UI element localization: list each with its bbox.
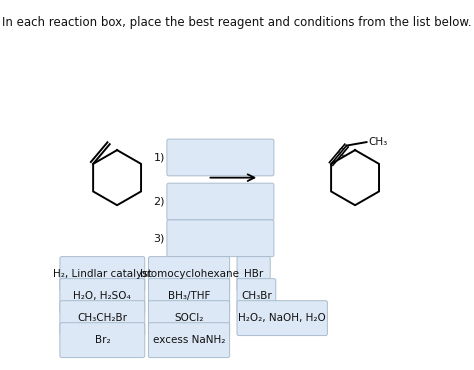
Text: 3): 3) <box>154 233 165 243</box>
Text: 1): 1) <box>154 152 165 162</box>
Text: HBr: HBr <box>244 269 263 279</box>
Text: H₂O₂, NaOH, H₂O: H₂O₂, NaOH, H₂O <box>238 313 326 323</box>
FancyBboxPatch shape <box>60 301 145 336</box>
Text: H₂O, H₂SO₄: H₂O, H₂SO₄ <box>73 291 131 301</box>
FancyBboxPatch shape <box>148 279 229 313</box>
FancyBboxPatch shape <box>237 257 270 292</box>
Text: CH₃CH₂Br: CH₃CH₂Br <box>77 313 128 323</box>
FancyBboxPatch shape <box>60 257 145 292</box>
FancyBboxPatch shape <box>60 323 145 357</box>
Text: Br₂: Br₂ <box>94 335 110 345</box>
FancyBboxPatch shape <box>167 139 274 176</box>
FancyBboxPatch shape <box>148 323 229 357</box>
FancyBboxPatch shape <box>237 279 276 313</box>
FancyBboxPatch shape <box>167 183 274 220</box>
Text: SOCl₂: SOCl₂ <box>174 313 204 323</box>
Text: CH₃Br: CH₃Br <box>241 291 272 301</box>
Text: C: C <box>337 148 344 158</box>
Text: excess NaNH₂: excess NaNH₂ <box>153 335 225 345</box>
FancyBboxPatch shape <box>148 257 229 292</box>
FancyBboxPatch shape <box>237 301 328 336</box>
Text: 2): 2) <box>154 196 165 206</box>
FancyBboxPatch shape <box>167 220 274 257</box>
FancyBboxPatch shape <box>60 279 145 313</box>
Text: CH₃: CH₃ <box>368 137 388 147</box>
Text: H₂, Lindlar catalyst: H₂, Lindlar catalyst <box>53 269 152 279</box>
Text: BH₃/THF: BH₃/THF <box>168 291 210 301</box>
Text: bromocyclohexane: bromocyclohexane <box>139 269 238 279</box>
FancyBboxPatch shape <box>148 301 229 336</box>
Text: In each reaction box, place the best reagent and conditions from the list below.: In each reaction box, place the best rea… <box>2 16 472 29</box>
